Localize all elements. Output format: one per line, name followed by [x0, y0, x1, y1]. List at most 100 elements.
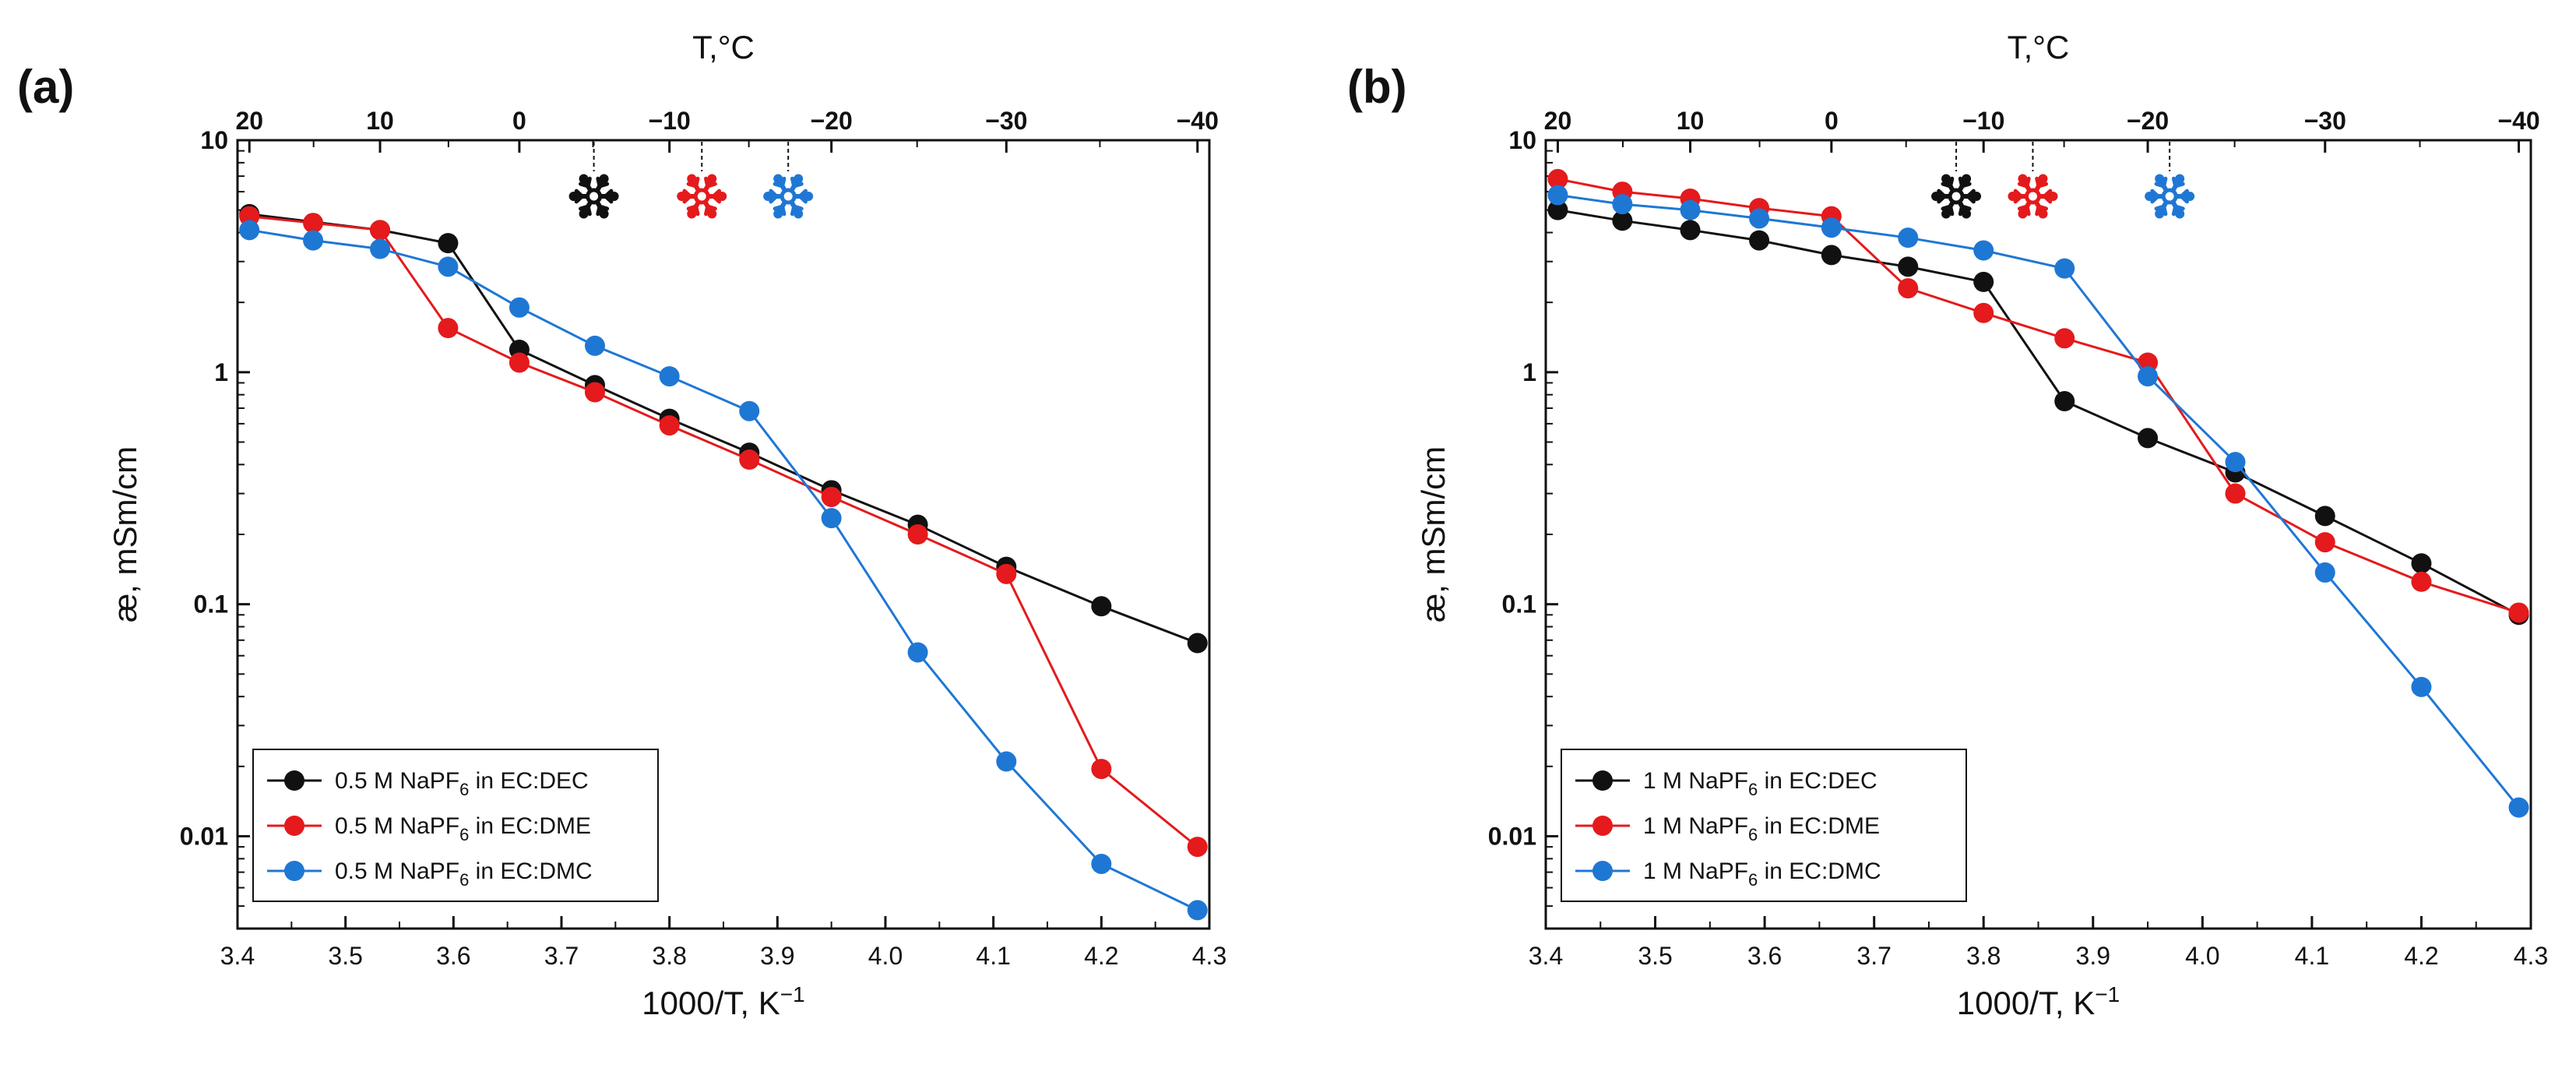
data-point	[1749, 208, 1770, 229]
x-axis-title-superscript: −1	[780, 982, 805, 1006]
data-point	[2314, 562, 2335, 583]
legend-marker	[284, 770, 304, 791]
data-point	[1973, 271, 1994, 292]
top-tick-label: −10	[649, 107, 691, 135]
x-tick-label: 3.7	[1856, 942, 1891, 970]
top-tick-label: −20	[811, 107, 853, 135]
snowflake-icon	[763, 174, 814, 219]
x-tick-label: 3.6	[436, 942, 470, 970]
data-point	[438, 318, 459, 339]
top-tick-label: −20	[2127, 107, 2169, 135]
data-point	[739, 400, 760, 421]
legend-entry-subscript: 6	[459, 870, 469, 890]
series-line-0	[249, 213, 1198, 644]
top-tick-label: 20	[1544, 107, 1572, 135]
legend-entry-2: 1 M NaPF6 in EC:DMC	[1643, 858, 1881, 890]
legend-entry-1: 0.5 M NaPF6 in EC:DME	[335, 813, 591, 844]
x-tick-label: 4.1	[2295, 942, 2329, 970]
top-tick-label: 0	[512, 107, 526, 135]
legend-entry-0: 0.5 M NaPF6 in EC:DEC	[335, 768, 589, 799]
data-point	[2508, 602, 2529, 623]
panel-a-chart: (a) 3.4 3.5 3.6 3.7 3.8 3.9 4.0 4.1 4.2 4.3 10 1 0.1 0…	[17, 29, 1226, 1021]
data-point	[1612, 194, 1633, 215]
legend-entry-name: 1 M NaPF	[1643, 768, 1748, 794]
data-point	[1680, 199, 1701, 220]
legend: 0.5 M NaPF6 in EC:DEC 0.5 M NaPF6 in EC:D…	[252, 749, 659, 902]
series-line-1	[1557, 178, 2519, 614]
panel-label: (b)	[1347, 61, 1407, 113]
legend-marker	[284, 816, 304, 836]
legend-entry-suffix: in EC:DME	[1758, 813, 1880, 839]
data-point	[1187, 837, 1208, 858]
y-tick-label: 0.1	[1502, 590, 1536, 619]
legend-entry-name: 0.5 M NaPF	[335, 858, 459, 884]
data-point	[1898, 278, 1919, 299]
legend-entry-1: 1 M NaPF6 in EC:DME	[1643, 813, 1880, 844]
top-tick-label: −30	[985, 107, 1027, 135]
snowflake-icon	[2145, 174, 2195, 219]
top-tick-label: −40	[1177, 107, 1219, 135]
data-point	[2225, 483, 2246, 504]
x-axis-title-text: 1000/T, K	[1957, 985, 2095, 1021]
data-point	[1612, 210, 1633, 231]
top-tick-label: −40	[2497, 107, 2539, 135]
x-tick-label: 4.0	[2185, 942, 2219, 970]
data-point	[438, 256, 459, 277]
top-axis-title: T,°C	[692, 29, 755, 65]
legend-entry-name: 0.5 M NaPF	[335, 813, 459, 839]
legend-entry-name: 0.5 M NaPF	[335, 768, 459, 794]
data-point	[2054, 391, 2075, 412]
y-tick-label: 0.01	[1488, 822, 1536, 850]
data-point	[438, 233, 459, 254]
x-tick-label: 3.7	[544, 942, 579, 970]
data-point	[1547, 185, 1568, 206]
legend: 1 M NaPF 6 in EC:DEC 1 M NaPF6 in EC:DME 1 …	[1561, 749, 1967, 902]
data-point	[2138, 366, 2159, 387]
data-point	[1898, 256, 1919, 277]
snowflake-icon	[568, 174, 619, 219]
top-tick-label: 0	[1825, 107, 1839, 135]
data-point	[1091, 853, 1112, 874]
legend-entry-2: 0.5 M NaPF6 in EC:DMC	[335, 858, 593, 890]
legend-entry-suffix: in EC:DEC	[1758, 768, 1877, 794]
legend-entry-subscript: 6	[1748, 825, 1758, 844]
data-point	[996, 563, 1017, 584]
top-tick-label: −10	[1962, 107, 2004, 135]
top-axis-title: T,°C	[2008, 29, 2070, 65]
data-point	[1821, 245, 1842, 266]
data-point	[1091, 596, 1112, 617]
y-tick-label: 1	[214, 358, 228, 386]
x-axis-title-superscript: −1	[2095, 982, 2120, 1006]
legend-marker	[284, 861, 304, 881]
snowflake-icon	[677, 174, 727, 219]
data-point	[821, 508, 842, 529]
data-point	[1187, 900, 1208, 921]
x-axis-title: 1000/T, K−1	[1957, 982, 2120, 1021]
x-tick-label: 3.5	[328, 942, 362, 970]
data-point	[2054, 258, 2075, 279]
data-point	[2411, 676, 2432, 697]
y-tick-label: 1	[1522, 358, 1536, 386]
top-tick-label: −30	[2304, 107, 2346, 135]
top-tick-label: 10	[366, 107, 394, 135]
legend-entry-subscript: 6	[459, 780, 469, 799]
data-point	[1973, 302, 1994, 323]
y-axis-title: æ, mSm/cm	[107, 446, 143, 622]
data-point	[370, 220, 391, 241]
legend-entry-subscript: 6	[459, 825, 469, 844]
top-tick-label: 10	[1677, 107, 1705, 135]
y-axis-title: æ, mSm/cm	[1415, 446, 1452, 622]
series-line-2	[1557, 194, 2520, 809]
data-point	[1821, 217, 1842, 238]
data-point	[303, 230, 324, 251]
x-axis-title: 1000/T, K−1	[642, 982, 804, 1021]
data-point	[2508, 797, 2529, 818]
x-tick-label: 3.5	[1638, 942, 1672, 970]
data-point	[370, 238, 391, 259]
series-line-0	[1557, 209, 2520, 616]
data-point	[1091, 759, 1112, 780]
data-point	[659, 366, 680, 387]
x-tick-label: 4.3	[2514, 942, 2548, 970]
x-tick-label: 3.8	[652, 942, 686, 970]
data-point	[1973, 240, 1994, 261]
